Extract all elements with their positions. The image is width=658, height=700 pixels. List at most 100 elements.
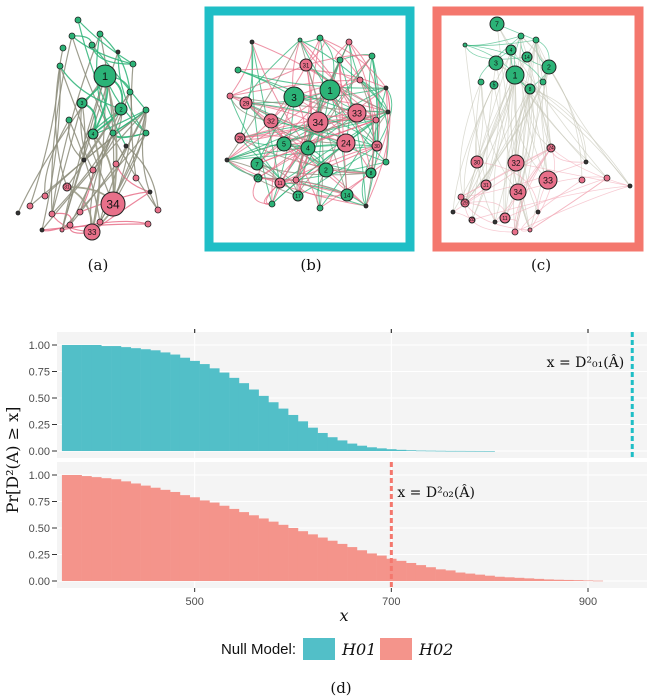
network-edge [239,41,254,139]
network-node [147,189,153,195]
network-edge [61,75,106,231]
legend: Null Model: H01 H02 [221,638,453,660]
network-node-labeled [93,64,117,88]
bar-h01 [91,345,102,451]
ccdf-chart: 0.00 0.25 0.50 0.75 1.00 0.00 0.25 0.50 0.75 1.00… [3,329,647,660]
network-node-labeled [371,140,383,152]
network-node-labeled [509,183,527,201]
bar-h01 [238,383,250,451]
network-edge [464,81,484,204]
bar-h01 [219,372,230,451]
network-edge [279,145,378,184]
network-node-labeled [83,223,101,241]
network-node [477,78,485,86]
network-node [292,176,300,184]
network-node [336,56,344,64]
node-label: 11 [277,181,282,187]
network-node [368,52,376,60]
network-edge [515,162,631,187]
network-node [39,227,45,233]
network-node-labeled [87,128,99,140]
node-label: 5 [493,83,496,89]
bar-h01 [199,364,210,451]
network-node-labeled [263,113,279,129]
network-edge [226,121,319,161]
bar-h01 [248,389,259,451]
bar-h02 [533,578,545,581]
bar-h01 [347,443,358,451]
network-node-labeled [541,59,557,75]
network-node-labeled [347,103,367,123]
bar-h02 [406,562,417,581]
network-node [382,158,390,166]
bar-h02 [474,574,486,581]
network-node [297,37,303,43]
network-node-labeled [76,97,88,109]
network-edge [83,91,131,161]
network-node [249,39,255,45]
node-label: 31 [303,63,310,69]
bar-h02 [337,543,348,581]
network-edge [299,39,389,113]
network-edge [471,62,501,221]
bar-h02 [238,512,250,581]
bar-h02 [307,534,318,581]
network-edge [67,119,85,161]
bar-h02 [268,521,279,581]
node-label: 30 [474,160,481,166]
network-edge [252,177,273,205]
bar-h02 [563,579,574,581]
network-node-labeled [505,44,517,56]
bar-h01 [484,450,495,452]
network-node [527,227,533,233]
network-edge [251,41,273,205]
network-node [268,200,276,208]
network-node [492,219,498,225]
legend-title: Null Model: [221,641,296,658]
node-label: 4 [510,48,513,54]
network-node-labeled [318,162,334,178]
network-edge [528,88,552,149]
network-node [68,32,76,40]
network-edge [44,119,70,197]
node-label: 32 [267,119,275,126]
network-node-labeled [507,154,525,172]
network-node [15,210,21,216]
edges [452,23,631,233]
network-edge [71,35,134,65]
network-node-labeled [521,51,533,63]
network-edge [504,147,552,219]
network-edge [319,37,387,89]
network-node-labeled [524,83,536,95]
network-node-labeled [292,190,304,202]
bar-h01 [386,449,397,451]
network-edge [339,59,348,196]
node-label: 4 [92,132,95,138]
network-node-labeled [319,79,341,101]
bar-h01 [189,360,200,451]
caption-b: (b) [300,256,321,274]
network-edge [464,44,544,83]
caption-d: (d) [330,679,351,697]
network-edge [305,54,373,66]
bar-h02 [258,518,269,581]
bar-h01 [327,437,338,451]
node-label: 3 [81,101,84,107]
bar-h01 [160,352,171,451]
bar-h02 [494,576,505,581]
node-label: 3 [291,93,297,104]
node-label: 8 [529,87,532,93]
node-label: 29 [243,101,250,107]
network-edge [503,88,531,219]
bar-h02 [111,479,122,581]
bar-h01 [130,348,141,451]
bar-h02 [435,569,446,581]
node-label: 17 [295,194,301,200]
network-edge [141,109,159,211]
network-edge [251,41,309,149]
node-label: 32 [512,159,521,168]
x-axis-label: x [339,606,348,625]
network-edge [471,74,516,221]
bar-h02 [278,524,289,581]
